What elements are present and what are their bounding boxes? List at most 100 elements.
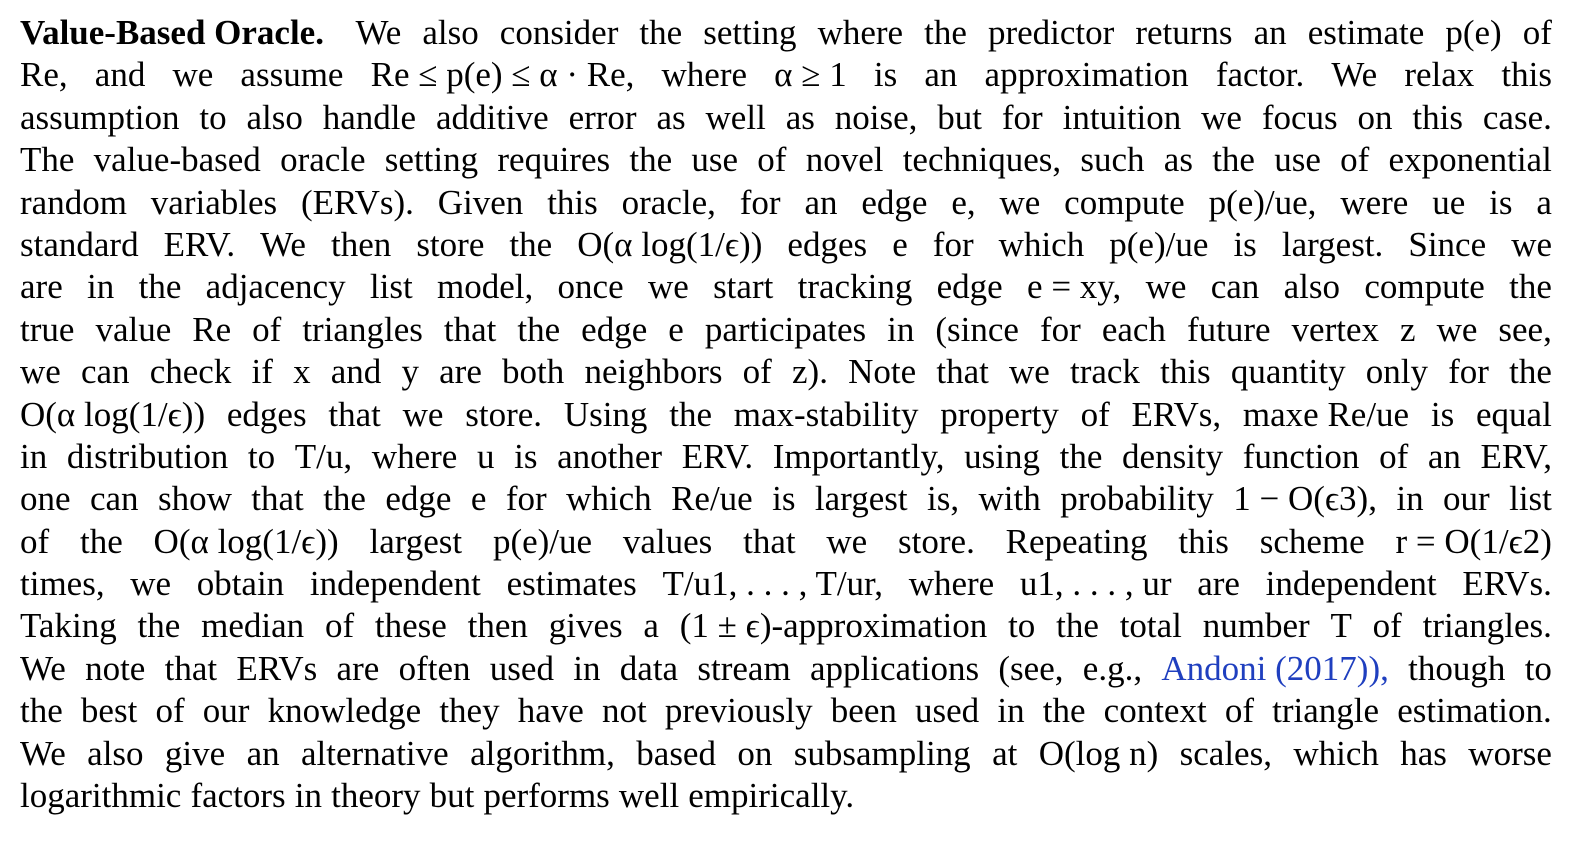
word: Re ≤ p(e) ≤ α · Re, xyxy=(370,55,635,95)
word: empirically. xyxy=(688,776,855,816)
word: We xyxy=(355,13,402,52)
word: additive xyxy=(435,97,549,137)
word: can xyxy=(80,352,130,392)
word: edge xyxy=(936,267,1003,307)
word: to xyxy=(1008,606,1036,646)
word: largest. xyxy=(1281,224,1384,264)
word: an xyxy=(1253,13,1287,52)
word: median xyxy=(201,606,305,646)
word: only xyxy=(1365,352,1428,392)
word: factor. xyxy=(1215,55,1305,95)
word: consider xyxy=(499,13,619,52)
word: noise, xyxy=(834,97,918,137)
word: often xyxy=(398,648,471,688)
word: in xyxy=(294,776,323,816)
text-line: standard ERV. We then store the O(α log(1/ϵ)) e… xyxy=(20,224,1552,266)
word: of xyxy=(742,352,772,392)
word: data xyxy=(619,648,679,688)
word: the xyxy=(509,224,553,264)
word: that xyxy=(251,479,304,519)
word: are xyxy=(336,648,380,688)
word: edge xyxy=(581,309,648,349)
word: the xyxy=(1212,140,1255,180)
word: which xyxy=(1293,733,1379,773)
word: value xyxy=(95,309,172,349)
word: triangles. xyxy=(1422,606,1552,646)
word: algorithm, xyxy=(470,733,615,773)
word: times, xyxy=(20,564,105,604)
word: function xyxy=(1242,436,1360,476)
word: equal xyxy=(1476,394,1552,434)
word: an xyxy=(804,182,838,222)
text-line: assumption to also handle additive error as wel… xyxy=(20,97,1552,139)
word: as xyxy=(1163,140,1193,180)
word: such xyxy=(1080,140,1145,180)
word: We xyxy=(20,648,66,688)
word: Since xyxy=(1408,224,1487,264)
word: tracking xyxy=(797,267,913,307)
word: we xyxy=(999,182,1041,222)
word: we xyxy=(647,267,689,307)
word: O(α log(1/ϵ)) xyxy=(20,394,206,434)
word: where xyxy=(817,13,904,52)
word: is xyxy=(873,55,898,95)
word: the xyxy=(924,13,967,52)
word: for xyxy=(932,224,974,264)
word: largest xyxy=(814,479,908,519)
word: using xyxy=(964,436,1040,476)
word: edges xyxy=(787,224,868,264)
word: we xyxy=(1009,352,1050,392)
word: not xyxy=(601,691,647,731)
word: T/u, xyxy=(294,436,353,476)
word: Taking xyxy=(20,606,117,646)
word: an xyxy=(924,55,958,95)
word: novel xyxy=(805,140,884,180)
word: random xyxy=(20,182,127,222)
word: note xyxy=(85,648,146,688)
word: are xyxy=(1197,564,1240,604)
word: check xyxy=(149,352,232,392)
word: store. xyxy=(465,394,543,434)
word: triangles xyxy=(302,309,423,349)
word: with xyxy=(978,479,1041,519)
word: participates xyxy=(704,309,867,349)
word: is xyxy=(1233,224,1257,264)
word: factors xyxy=(190,776,286,816)
word: we xyxy=(402,394,444,434)
word: context xyxy=(1103,691,1207,731)
word: this xyxy=(1412,97,1463,137)
word: T/u1, . . . , T/ur, xyxy=(662,564,884,604)
word: for xyxy=(1039,309,1081,349)
text-line: logarithmic factors in theory but performs wel… xyxy=(20,775,1552,817)
word: we xyxy=(172,55,214,95)
word: subsampling xyxy=(793,733,971,773)
word: theory xyxy=(331,776,421,816)
word: true xyxy=(20,309,75,349)
word: scales, xyxy=(1179,733,1272,773)
word: our xyxy=(1443,479,1490,519)
citation-link[interactable]: Andoni (2017)), xyxy=(1161,648,1389,688)
word: edge xyxy=(385,479,452,519)
word: as xyxy=(656,97,686,137)
word: the xyxy=(629,140,673,180)
word: p(e)/ue xyxy=(492,521,593,561)
word: e xyxy=(668,309,684,349)
word: to xyxy=(1524,648,1552,688)
paragraph-heading: Value-Based Oracle. xyxy=(20,13,324,52)
word: y xyxy=(401,352,419,392)
word: that xyxy=(936,352,989,392)
text-line: of the O(α log(1/ϵ)) largest p(e)/ue values th… xyxy=(20,521,1552,563)
word: this xyxy=(1160,352,1211,392)
word: this xyxy=(1178,521,1229,561)
text-line: random variables (ERVs). Given this oracle, fo… xyxy=(20,182,1552,224)
word: estimate xyxy=(1307,13,1425,52)
word: p(e)/ue, xyxy=(1208,182,1317,222)
word: (ERVs). xyxy=(301,182,414,222)
word: ERV. xyxy=(163,224,236,264)
word: of xyxy=(155,691,185,731)
word: stream xyxy=(697,648,791,688)
word: e = xy, xyxy=(1027,267,1122,307)
word: another xyxy=(557,436,663,476)
word: Using xyxy=(563,394,648,434)
word: list xyxy=(1509,479,1552,519)
